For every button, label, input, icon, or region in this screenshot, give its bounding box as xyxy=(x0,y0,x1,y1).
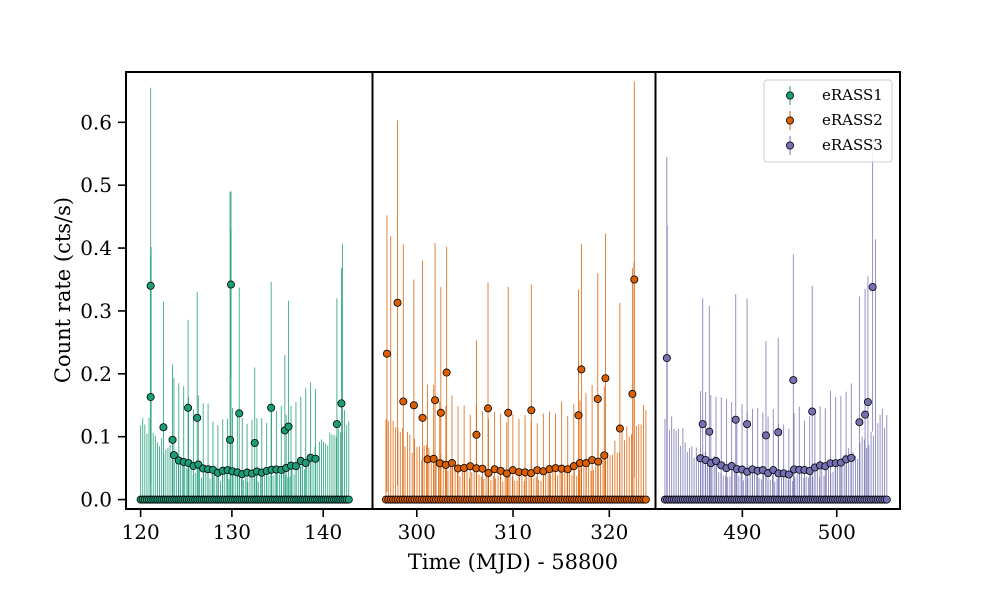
data-point-eRASS1-137 xyxy=(226,435,235,444)
x-tick-label: 490 xyxy=(723,520,761,544)
y-axis: 0.0 0.1 0.2 0.3 0.4 0.5 0.6 xyxy=(80,110,126,512)
legend-label-eRASS1: eRASS1 xyxy=(822,86,883,104)
data-point-eRASS2-153 xyxy=(577,365,586,374)
data-point-eRASS2-140 xyxy=(382,349,391,358)
data-point-eRASS1-129 xyxy=(311,454,320,463)
legend: eRASS1 eRASS2 eRASS3 xyxy=(763,79,893,163)
data-point-eRASS2-149 xyxy=(484,404,493,413)
legend-entry-eRASS2: eRASS2 xyxy=(786,111,883,130)
x-tick-label: 130 xyxy=(213,520,251,544)
data-point-eRASS3-129 xyxy=(847,453,856,462)
data-point-eRASS1-125 xyxy=(291,462,300,471)
x-tick-label: 300 xyxy=(398,520,436,544)
data-point-eRASS3-142 xyxy=(868,283,877,292)
x-tick-label: 120 xyxy=(122,520,160,544)
data-point-eRASS1-131 xyxy=(146,393,155,402)
data-point-eRASS3-130 xyxy=(662,354,671,363)
data-point-eRASS2-145 xyxy=(431,396,440,405)
data-point-eRASS3-117 xyxy=(784,470,793,479)
data-point-eRASS2-134 xyxy=(569,462,578,471)
data-point-eRASS1-138 xyxy=(235,409,244,418)
data-point-eRASS2-147 xyxy=(442,368,451,377)
x-tick-label: 140 xyxy=(304,520,342,544)
legend-marker-eRASS2 xyxy=(786,116,795,125)
data-point-eRASS3-138 xyxy=(808,407,817,416)
data-point-eRASS1-100 xyxy=(169,451,178,460)
data-point-eRASS2-144 xyxy=(418,413,427,422)
data-point-eRASS3-141 xyxy=(863,398,872,407)
legend-label-eRASS3: eRASS3 xyxy=(822,136,883,154)
data-point-eRASS3-132 xyxy=(705,427,714,436)
x-tick-label: 500 xyxy=(818,520,856,544)
point-layer xyxy=(136,275,891,504)
data-point-eRASS2-114 xyxy=(447,459,456,468)
legend-entry-eRASS3: eRASS3 xyxy=(786,136,883,155)
data-point-eRASS2-150 xyxy=(504,408,513,417)
panel-frame-eRASS1 xyxy=(125,71,374,510)
data-point-eRASS2-109 xyxy=(641,495,650,504)
data-point-eRASS1-140 xyxy=(267,403,276,412)
legend-box xyxy=(763,79,893,163)
x-axis-title: Time (MJD) - 58800 xyxy=(408,550,618,574)
data-point-eRASS1-133 xyxy=(168,435,177,444)
data-point-eRASS3-131 xyxy=(698,420,707,429)
x-axis: 120 130 140 300 310 320 490 500 xyxy=(122,509,856,544)
data-point-eRASS2-148 xyxy=(472,430,481,439)
data-point-eRASS1-136 xyxy=(226,280,235,289)
data-point-eRASS1-130 xyxy=(146,281,155,290)
data-point-eRASS1-99 xyxy=(344,495,353,504)
panel-frames xyxy=(125,71,901,510)
data-point-eRASS1-134 xyxy=(184,403,193,412)
data-point-eRASS3-135 xyxy=(761,431,770,440)
y-tick-label: 0.5 xyxy=(80,173,112,197)
data-point-eRASS1-144 xyxy=(337,399,346,408)
data-point-eRASS2-120 xyxy=(484,468,493,477)
legend-marker-eRASS3 xyxy=(786,141,795,150)
y-axis-title: Count rate (cts/s) xyxy=(51,197,75,383)
data-point-eRASS2-156 xyxy=(615,424,624,433)
data-point-eRASS1-142 xyxy=(284,422,293,431)
data-point-eRASS2-157 xyxy=(630,275,639,284)
x-tick-label: 310 xyxy=(494,520,532,544)
data-point-eRASS2-152 xyxy=(574,411,583,420)
data-point-eRASS3-133 xyxy=(731,415,740,424)
y-tick-label: 0.3 xyxy=(80,299,112,323)
data-point-eRASS1-132 xyxy=(159,423,168,432)
y-tick-label: 0.2 xyxy=(80,362,112,386)
legend-label-eRASS2: eRASS2 xyxy=(822,111,883,129)
y-tick-label: 0.4 xyxy=(80,236,112,260)
data-point-eRASS3-134 xyxy=(743,420,752,429)
data-point-eRASS3-140 xyxy=(861,410,870,419)
y-tick-label: 0.1 xyxy=(80,425,112,449)
data-point-eRASS1-127 xyxy=(301,458,310,467)
data-point-eRASS3-137 xyxy=(789,376,798,385)
data-point-eRASS3-136 xyxy=(774,428,783,437)
data-point-eRASS1-135 xyxy=(193,413,202,422)
legend-entry-eRASS1: eRASS1 xyxy=(786,86,883,105)
data-point-eRASS2-151 xyxy=(527,406,536,415)
data-point-eRASS2-143 xyxy=(409,401,418,410)
data-point-eRASS1-143 xyxy=(332,420,341,429)
data-point-eRASS2-119 xyxy=(478,464,487,473)
data-point-eRASS2-123 xyxy=(502,469,511,478)
data-point-eRASS1-139 xyxy=(250,438,259,447)
data-point-eRASS3-103 xyxy=(712,457,721,466)
data-point-eRASS2-155 xyxy=(601,374,610,383)
data-point-eRASS2-139 xyxy=(600,451,609,460)
data-point-eRASS2-146 xyxy=(436,408,445,417)
x-tick-label: 320 xyxy=(590,520,628,544)
data-point-eRASS2-141 xyxy=(393,298,402,307)
y-tick-label: 0.6 xyxy=(80,110,112,134)
data-point-eRASS2-111 xyxy=(429,454,438,463)
data-point-eRASS3-99 xyxy=(882,495,891,504)
panel-frame-eRASS3 xyxy=(654,71,901,510)
data-point-eRASS2-142 xyxy=(399,397,408,406)
data-point-eRASS2-154 xyxy=(593,394,602,403)
data-point-eRASS2-158 xyxy=(628,389,637,398)
y-tick-label: 0.0 xyxy=(80,488,112,512)
data-point-eRASS3-139 xyxy=(855,418,864,427)
data-point-eRASS2-138 xyxy=(594,457,603,466)
legend-marker-eRASS1 xyxy=(786,91,795,100)
